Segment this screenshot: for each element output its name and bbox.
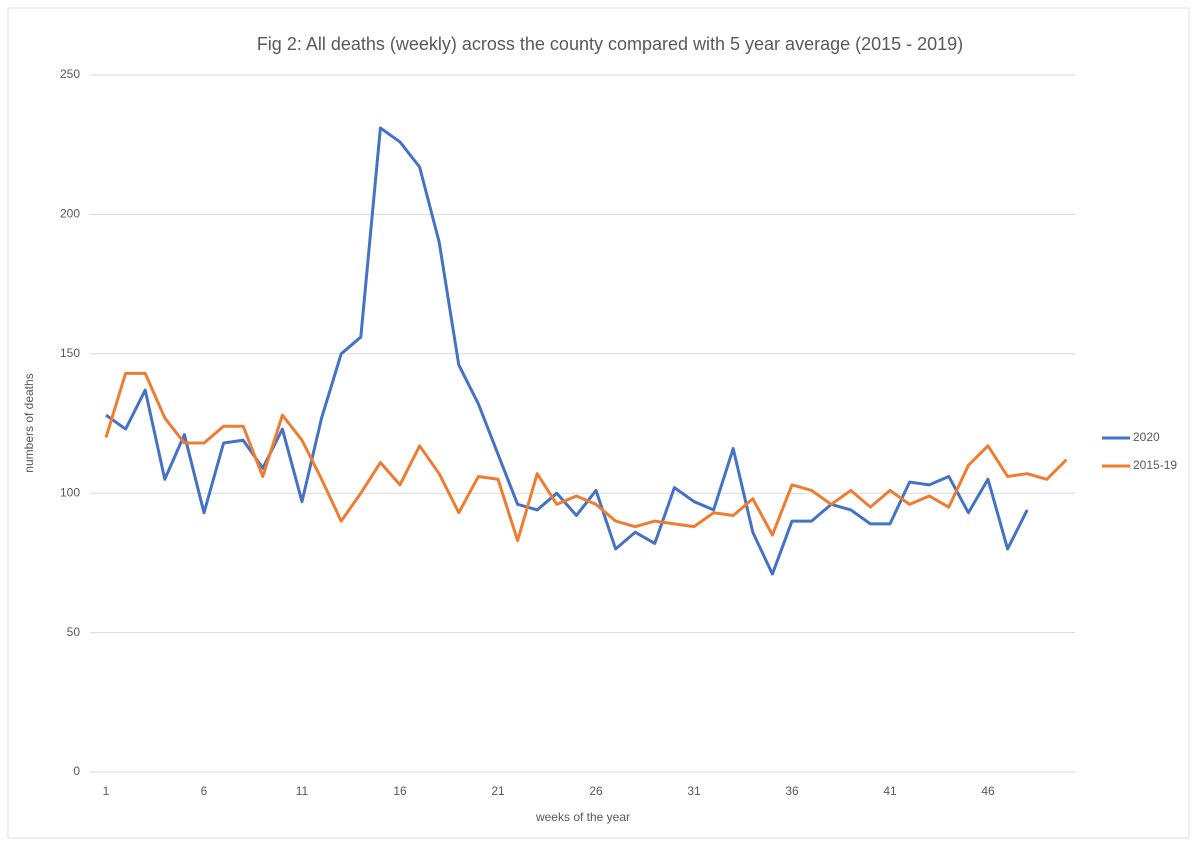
y-tick-label: 100	[60, 485, 80, 499]
x-tick-label: 46	[981, 784, 995, 798]
x-tick-label: 26	[589, 784, 603, 798]
x-tick-label: 11	[296, 784, 309, 798]
x-tick-label: 36	[785, 784, 799, 798]
chart-frame	[7, 7, 1190, 839]
legend-label: 2020	[1133, 430, 1160, 444]
x-tick-label: 6	[201, 784, 208, 798]
data-line	[105, 126, 1029, 576]
x-tick-label: 21	[491, 784, 505, 798]
x-tick-label: 16	[393, 784, 407, 798]
x-tick-label: 31	[687, 784, 701, 798]
x-tick-label: 41	[883, 784, 897, 798]
data-line	[104, 371, 1068, 543]
y-tick-label: 250	[60, 67, 80, 81]
y-tick-label: 50	[67, 625, 81, 639]
y-tick-label: 0	[73, 764, 80, 778]
x-tick-label: 1	[103, 784, 110, 798]
y-tick-label: 200	[60, 207, 80, 221]
legend-label: 2015-19	[1133, 458, 1177, 472]
y-tick-label: 150	[60, 346, 80, 360]
y-axis-label: numbers of deaths	[22, 373, 36, 472]
x-axis-label: weeks of the year	[535, 810, 630, 824]
chart-title: Fig 2: All deaths (weekly) across the co…	[257, 34, 963, 54]
